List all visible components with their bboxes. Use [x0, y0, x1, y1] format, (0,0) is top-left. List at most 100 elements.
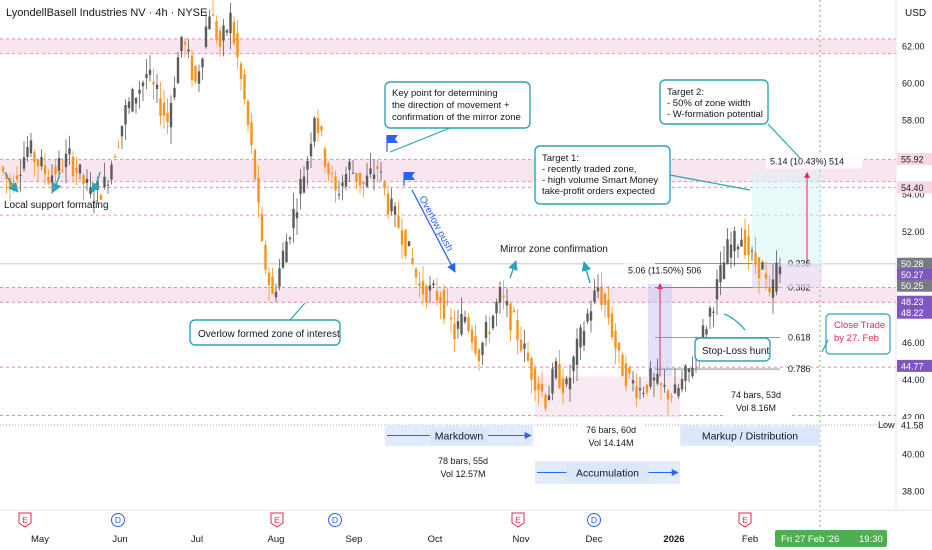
candle [747, 224, 750, 271]
price-label: 48.22 [901, 308, 924, 318]
candle-body [309, 143, 313, 157]
mirror-zone-text: Mirror zone confirmation [500, 244, 608, 255]
candle-body [159, 98, 162, 117]
candle [176, 51, 180, 84]
candle [768, 275, 771, 297]
candle-body [736, 246, 740, 250]
candle [530, 355, 533, 394]
candle [432, 279, 435, 289]
candle-body [390, 198, 393, 212]
price-label-bg [897, 295, 932, 308]
candle [218, 26, 222, 58]
candle-body [754, 252, 757, 265]
candle-body [68, 148, 71, 155]
earnings-marker-icon: E [270, 512, 284, 528]
candle-body [705, 329, 708, 335]
candle-body [719, 264, 722, 283]
candle-body [631, 380, 635, 384]
candle-body [642, 392, 645, 394]
candle [320, 124, 323, 137]
flag-icon [386, 135, 398, 152]
candle [488, 316, 491, 343]
candle-body [750, 250, 754, 252]
candle [572, 355, 575, 384]
stop-loss-annotation: Stop-Loss hunt [694, 313, 771, 362]
candle-body [239, 63, 243, 79]
candle [1, 165, 5, 176]
candle-body [302, 176, 306, 193]
price-tick-label: 60.00 [902, 78, 925, 88]
candle-body [285, 241, 288, 263]
candle [708, 305, 712, 330]
candle [141, 80, 145, 102]
candle [369, 152, 372, 178]
candle [761, 260, 764, 270]
candle [82, 173, 85, 201]
candle [579, 324, 582, 361]
candle [638, 377, 642, 400]
time-tick-label: Jun [112, 534, 127, 545]
candle [680, 370, 684, 393]
candle [554, 357, 558, 381]
target-2-line-2: - 50% of zone width [667, 98, 750, 109]
candle-body [204, 26, 208, 48]
candle [526, 341, 530, 363]
target-2-line-1: Target 2: [667, 87, 704, 98]
candle [271, 267, 274, 295]
candle-body [761, 262, 764, 270]
candle [712, 307, 715, 328]
candle-body [397, 215, 400, 228]
candle-body [488, 331, 491, 334]
candle [22, 141, 26, 172]
candle [509, 301, 512, 342]
candle [547, 385, 551, 401]
candle [131, 87, 134, 113]
candle [439, 291, 442, 319]
stop-loss-text: Stop-Loss hunt [702, 346, 769, 357]
supply-demand-zone [0, 287, 896, 303]
candle-body [680, 378, 684, 390]
candle [684, 364, 687, 392]
candle [600, 272, 603, 310]
candle-body [334, 176, 337, 191]
candle [407, 240, 411, 247]
candle-body [92, 201, 96, 203]
candle-body [589, 311, 593, 321]
candle [334, 170, 337, 203]
candle [313, 115, 316, 148]
measure-label: 5.06 (11.50%) 506 [628, 266, 701, 276]
candle [495, 298, 498, 327]
candle-body [575, 338, 579, 365]
overlow-zone-text: Overlow formed zone of interest [198, 329, 340, 340]
price-label-bg [897, 306, 932, 319]
candle [656, 358, 659, 386]
candle-body [715, 279, 719, 300]
candle [358, 172, 362, 194]
candle [113, 153, 117, 158]
candle [180, 36, 183, 58]
phase-label: Markup / Distribution [702, 431, 798, 443]
candle-body [54, 166, 57, 175]
candle [421, 266, 425, 306]
candle [733, 226, 736, 267]
candle-body [743, 229, 747, 256]
candle [187, 39, 190, 59]
candle [383, 180, 386, 196]
candle [603, 292, 607, 319]
candle-body [757, 257, 761, 278]
candle-body [614, 330, 617, 349]
price-axis[interactable]: 38.0040.0042.0044.0046.0048.0050.0052.00… [878, 41, 932, 496]
candle [152, 68, 155, 100]
candle [778, 257, 782, 284]
time-axis[interactable]: May Jun Jul Aug Sep Oct Nov Dec 2026 Feb [31, 534, 758, 545]
candle-body [330, 172, 334, 175]
candle [89, 172, 92, 199]
candle-body [722, 262, 726, 280]
candle [40, 149, 43, 171]
candle [267, 266, 271, 302]
measure-box [752, 172, 822, 268]
candle-body [551, 368, 554, 394]
candle [414, 267, 418, 286]
